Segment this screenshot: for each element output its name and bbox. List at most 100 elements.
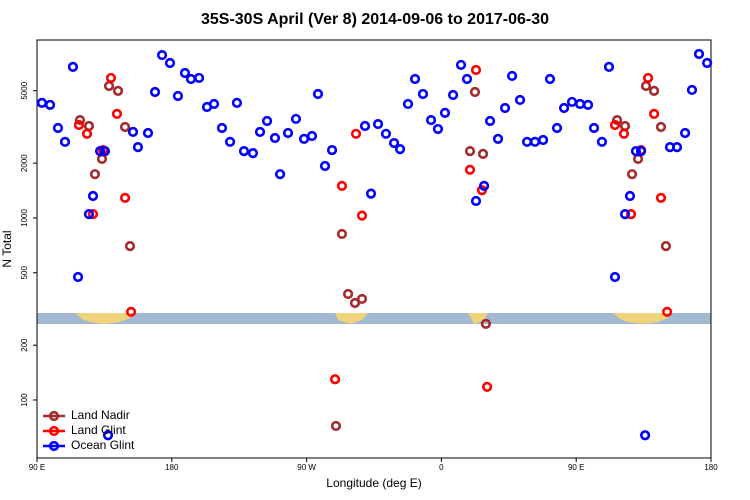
- point: [149, 86, 161, 98]
- point: [112, 85, 124, 96]
- point: [330, 420, 342, 432]
- legend-marker: [48, 410, 60, 422]
- point: [461, 73, 473, 85]
- point: [447, 89, 459, 101]
- land-patch: [335, 313, 368, 324]
- point: [372, 118, 384, 130]
- land-patch: [468, 313, 488, 324]
- land-patch: [613, 313, 670, 324]
- point: [506, 70, 518, 82]
- point: [464, 164, 476, 175]
- y-tick-label: 2000: [20, 154, 29, 172]
- point: [464, 145, 476, 157]
- point: [81, 128, 93, 139]
- point: [635, 145, 647, 157]
- point: [609, 271, 621, 283]
- legend-label: Land Nadir: [71, 408, 130, 422]
- point: [94, 145, 106, 157]
- point: [425, 114, 437, 126]
- point: [216, 122, 228, 134]
- point: [365, 188, 377, 199]
- point: [618, 128, 630, 139]
- x-tick-label: 180: [165, 463, 179, 472]
- legend-marker: [48, 425, 60, 437]
- point: [619, 120, 631, 132]
- x-tick-label: 90 E: [568, 463, 584, 472]
- x-tick-label: 90 W: [297, 463, 316, 472]
- point: [609, 119, 621, 131]
- point: [648, 85, 660, 96]
- point: [478, 180, 490, 192]
- x-tick-label: 0: [439, 463, 444, 472]
- point: [611, 114, 623, 126]
- point: [662, 306, 673, 317]
- point: [566, 96, 578, 108]
- point: [319, 160, 331, 172]
- point: [477, 148, 489, 159]
- point: [402, 98, 414, 110]
- point: [356, 210, 368, 221]
- y-tick-label: 5000: [20, 81, 29, 99]
- point: [193, 72, 205, 84]
- point: [655, 192, 667, 203]
- point: [624, 190, 636, 202]
- point: [417, 88, 429, 100]
- point: [380, 128, 392, 139]
- point: [36, 97, 48, 108]
- point: [469, 86, 481, 98]
- point: [306, 130, 318, 142]
- point: [73, 119, 85, 131]
- point: [87, 209, 99, 220]
- point: [105, 72, 117, 84]
- point: [298, 133, 310, 144]
- point: [96, 153, 108, 165]
- point: [208, 98, 220, 110]
- point: [693, 48, 705, 60]
- point: [254, 126, 266, 138]
- legend-label: Land Glint: [71, 423, 126, 437]
- y-tick-label: 500: [20, 266, 29, 280]
- point: [290, 113, 302, 125]
- point: [660, 241, 672, 252]
- point: [119, 121, 131, 133]
- point: [59, 136, 71, 147]
- point: [481, 381, 493, 392]
- land-patch: [75, 313, 132, 324]
- point: [455, 59, 467, 71]
- point: [686, 84, 698, 96]
- map-strip: [37, 313, 711, 324]
- y-tick-label: 100: [20, 393, 29, 407]
- point: [336, 180, 348, 192]
- point: [596, 136, 608, 147]
- point: [261, 115, 273, 127]
- point: [231, 97, 243, 108]
- point: [514, 94, 526, 106]
- x-tick-label: 90 E: [29, 463, 45, 472]
- point: [83, 120, 95, 132]
- x-tick-label: 180: [704, 463, 718, 472]
- point: [74, 114, 86, 126]
- point: [492, 133, 504, 144]
- point: [574, 98, 586, 110]
- point: [484, 115, 496, 127]
- point: [619, 209, 631, 220]
- point: [132, 142, 144, 153]
- point: [603, 61, 615, 72]
- point: [350, 128, 362, 139]
- point: [388, 137, 400, 149]
- point: [282, 127, 294, 139]
- point: [394, 143, 406, 155]
- point: [359, 120, 371, 132]
- point: [179, 67, 191, 79]
- plot-frame: [36, 39, 712, 459]
- point: [119, 192, 131, 203]
- point: [172, 90, 184, 102]
- point: [432, 123, 444, 135]
- point: [102, 430, 114, 441]
- point: [247, 148, 259, 159]
- point: [326, 144, 338, 156]
- point: [409, 73, 421, 85]
- point: [124, 241, 136, 252]
- point: [470, 64, 482, 76]
